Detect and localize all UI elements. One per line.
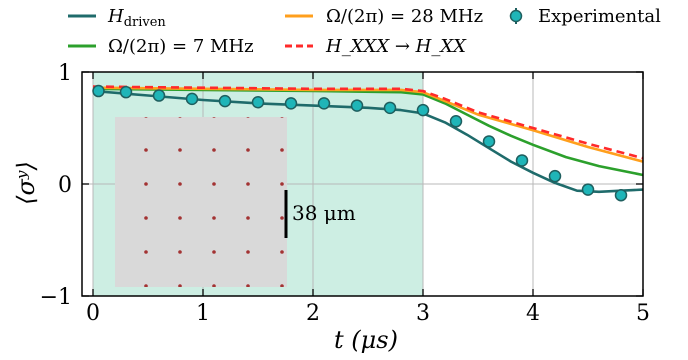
data-point bbox=[515, 154, 529, 167]
legend-item-h-driven: Hdriven bbox=[68, 6, 166, 30]
legend-swatch-experimental bbox=[509, 9, 523, 23]
data-point bbox=[92, 84, 105, 98]
y-tick-label: −1 bbox=[40, 285, 72, 310]
data-point bbox=[581, 183, 595, 196]
data-point bbox=[251, 95, 265, 109]
series-line-3 bbox=[92, 85, 644, 160]
data-point bbox=[119, 85, 133, 99]
legend-label-experimental: Experimental bbox=[538, 6, 661, 27]
series-markers bbox=[92, 84, 628, 202]
data-point bbox=[218, 94, 232, 108]
scale-bar-label: 38 μm bbox=[292, 201, 356, 225]
x-tick-label: 5 bbox=[636, 301, 650, 326]
inset-atom-dots bbox=[115, 117, 287, 287]
series-line-0 bbox=[92, 89, 644, 194]
data-point bbox=[284, 97, 298, 110]
data-point bbox=[350, 99, 364, 112]
x-axis-title: t (μs) bbox=[334, 326, 398, 354]
series-lines bbox=[92, 85, 644, 194]
legend: Hdriven Ω/(2π) = 28 MHz Experimental Ω/(… bbox=[68, 6, 661, 57]
legend-item-experimental: Experimental bbox=[509, 6, 661, 27]
legend-label-hxxx: H_XXX → H_XX bbox=[325, 36, 467, 57]
x-tick-label: 0 bbox=[86, 301, 100, 326]
data-point bbox=[185, 92, 199, 106]
data-point bbox=[416, 103, 430, 117]
x-tick-label: 4 bbox=[526, 301, 540, 326]
legend-label-28mhz: Ω/(2π) = 28 MHz bbox=[326, 6, 483, 27]
legend-item-hxxx: H_XXX → H_XX bbox=[285, 36, 467, 57]
y-tick-label: 0 bbox=[58, 173, 72, 198]
legend-item-28mhz: Ω/(2π) = 28 MHz bbox=[285, 6, 483, 27]
series-line-2 bbox=[92, 86, 644, 163]
data-point bbox=[548, 169, 562, 183]
y-axis-title: ⟨σʸ⟩ bbox=[12, 161, 40, 205]
data-point bbox=[482, 135, 496, 148]
data-point bbox=[449, 115, 463, 128]
legend-item-7mhz: Ω/(2π) = 7 MHz bbox=[68, 36, 254, 57]
tick-labels: 0 1 2 3 4 5 −1 0 1 bbox=[40, 61, 650, 326]
data-point bbox=[614, 188, 628, 202]
x-tick-label: 3 bbox=[416, 301, 430, 326]
axes-frame bbox=[81, 71, 644, 297]
data-point bbox=[317, 97, 331, 110]
y-tick-label: 1 bbox=[58, 61, 72, 86]
legend-label-h-driven: Hdriven bbox=[107, 6, 166, 30]
inset-image: 38 μm bbox=[115, 117, 356, 287]
data-point bbox=[383, 101, 397, 115]
legend-label-7mhz: Ω/(2π) = 7 MHz bbox=[108, 36, 254, 57]
data-point bbox=[152, 89, 166, 102]
x-tick-label: 1 bbox=[196, 301, 210, 326]
x-tick-label: 2 bbox=[306, 301, 320, 326]
